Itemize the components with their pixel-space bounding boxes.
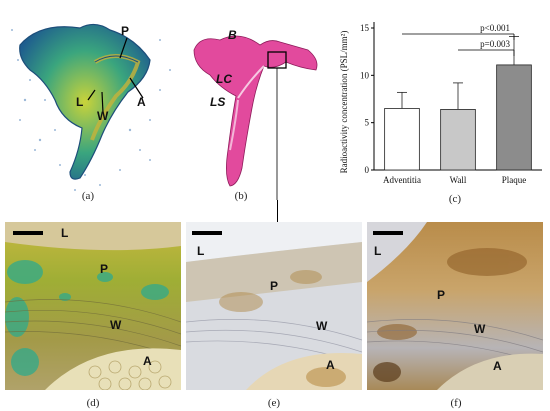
caption-c: (c): [448, 193, 462, 205]
y-tick-label: 15: [360, 23, 370, 33]
label-d-lumen: L: [61, 226, 69, 240]
x-tick-label-plaque: Plaque: [502, 175, 527, 185]
significance-label: p=0.003: [480, 39, 510, 49]
micrograph-e-image: [185, 222, 363, 390]
caption-d: (d): [86, 397, 100, 409]
bar-adventitia: [384, 108, 420, 171]
micrograph-d-image: [4, 222, 182, 391]
label-b-lc: LC: [216, 72, 232, 86]
caption-e: (e): [267, 397, 281, 409]
significance-label: p<0.001: [480, 23, 510, 33]
x-tick-label-wall: Wall: [450, 175, 467, 185]
caption-f: (f): [450, 397, 462, 409]
label-f-wall: W: [474, 322, 486, 336]
panel-c-bar-chart: Radioactivity concentration (PSL/mm²) 0 5…: [330, 0, 550, 205]
label-a-lumen: L: [76, 95, 84, 109]
label-a-plaque: P: [121, 24, 130, 38]
caption-a: (a): [81, 190, 95, 202]
label-f-lumen: L: [374, 244, 382, 258]
panel-e-micrograph: L P W A: [185, 222, 363, 390]
label-b-bifurcation: B: [228, 28, 237, 42]
panel-f-micrograph: L P W A: [366, 222, 544, 390]
stained-section-image: [193, 35, 318, 200]
label-b-ls: LS: [210, 95, 226, 109]
label-a-adventitia: A: [137, 95, 146, 109]
caption-b: (b): [234, 190, 248, 202]
label-f-adventitia: A: [493, 359, 502, 373]
bar-wall: [440, 109, 476, 171]
y-tick-label: 10: [360, 70, 370, 80]
label-e-plaque: P: [270, 279, 279, 293]
micrograph-f-image: [366, 222, 544, 390]
label-d-plaque: P: [100, 262, 109, 276]
panel-a-autoradiograph: P A L W: [0, 0, 180, 200]
x-tick-label-adventitia: Adventitia: [383, 175, 421, 185]
label-f-plaque: P: [437, 288, 446, 302]
y-tick-label: 5: [365, 118, 370, 128]
autoradiograph-image: [11, 23, 171, 191]
label-d-wall: W: [110, 318, 122, 332]
label-a-wall: W: [97, 109, 109, 123]
panel-b-stained-section: B LC LS: [180, 0, 330, 200]
label-e-wall: W: [316, 319, 328, 333]
connector-line: [277, 200, 278, 222]
y-tick-label: 0: [365, 165, 370, 175]
bar-plaque: [496, 64, 532, 171]
radioactivity-bar-chart: Radioactivity concentration (PSL/mm²) 0 5…: [339, 22, 542, 185]
label-e-adventitia: A: [326, 358, 335, 372]
panel-d-micrograph: L P W A: [4, 222, 182, 391]
label-d-adventitia: A: [143, 354, 152, 368]
y-axis-label: Radioactivity concentration (PSL/mm²): [339, 31, 349, 174]
label-e-lumen: L: [197, 244, 205, 258]
